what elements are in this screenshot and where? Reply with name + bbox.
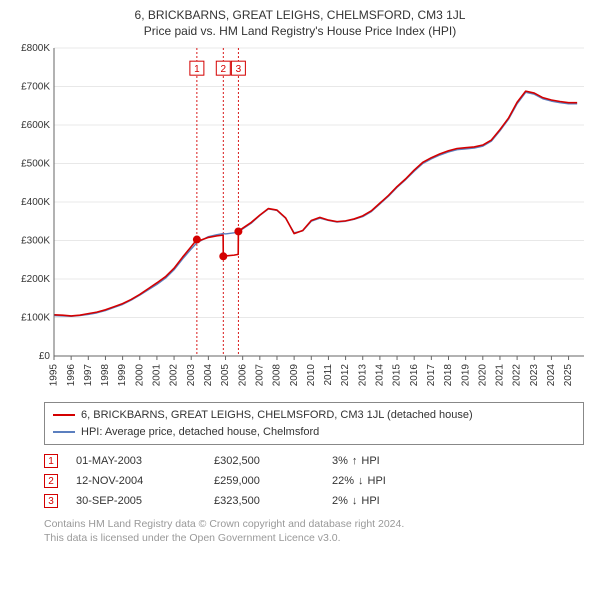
svg-text:1: 1 <box>194 64 200 75</box>
sales-date: 30-SEP-2005 <box>76 495 196 507</box>
svg-text:3: 3 <box>236 64 242 75</box>
legend-item: HPI: Average price, detached house, Chel… <box>53 424 575 441</box>
svg-text:£800K: £800K <box>21 44 50 54</box>
svg-text:2025: 2025 <box>563 364 574 387</box>
sales-price: £259,000 <box>214 475 314 487</box>
chart-svg: £0 £100K £200K £300K £400K £500K £600K £700K £80… <box>10 44 590 396</box>
svg-text:2000: 2000 <box>134 364 145 387</box>
legend-item: 6, BRICKBARNS, GREAT LEIGHS, CHELMSFORD,… <box>53 407 575 424</box>
svg-text:1997: 1997 <box>83 364 94 387</box>
svg-text:2016: 2016 <box>409 364 420 387</box>
svg-text:2018: 2018 <box>443 364 454 387</box>
attribution-line1: Contains HM Land Registry data © Crown c… <box>44 517 590 531</box>
svg-text:2: 2 <box>221 64 227 75</box>
svg-text:2005: 2005 <box>220 364 231 387</box>
svg-text:£600K: £600K <box>21 120 50 131</box>
svg-text:2022: 2022 <box>512 364 523 387</box>
sales-price: £302,500 <box>214 455 314 467</box>
svg-text:£300K: £300K <box>21 236 50 247</box>
sales-delta-ref: HPI <box>361 455 379 467</box>
svg-text:1999: 1999 <box>117 364 128 387</box>
attribution: Contains HM Land Registry data © Crown c… <box>44 517 590 545</box>
svg-text:2008: 2008 <box>272 364 283 387</box>
sales-delta-ref: HPI <box>368 475 386 487</box>
svg-text:2013: 2013 <box>357 364 368 387</box>
chart-subtitle: Price paid vs. HM Land Registry's House … <box>10 24 590 38</box>
sales-delta-pct: 3% <box>332 455 348 467</box>
sales-delta-arrow-icon: ↓ <box>358 475 364 487</box>
svg-text:2006: 2006 <box>237 364 248 387</box>
sales-delta-arrow-icon: ↑ <box>352 455 358 467</box>
svg-text:2024: 2024 <box>546 364 557 387</box>
svg-text:£400K: £400K <box>21 197 50 208</box>
svg-text:£700K: £700K <box>21 82 50 93</box>
svg-text:£100K: £100K <box>21 313 50 324</box>
sales-date: 01-MAY-2003 <box>76 455 196 467</box>
chart-title: 6, BRICKBARNS, GREAT LEIGHS, CHELMSFORD,… <box>10 8 590 22</box>
svg-text:2010: 2010 <box>306 364 317 387</box>
legend-label: HPI: Average price, detached house, Chel… <box>81 424 319 441</box>
svg-text:2019: 2019 <box>460 364 471 387</box>
svg-text:2009: 2009 <box>289 364 300 387</box>
svg-text:2020: 2020 <box>477 364 488 387</box>
chart-plot: £0 £100K £200K £300K £400K £500K £600K £700K £80… <box>10 44 590 396</box>
sales-row: 3 30-SEP-2005 £323,500 2% ↓HPI <box>44 491 584 511</box>
sales-date: 12-NOV-2004 <box>76 475 196 487</box>
sales-row: 2 12-NOV-2004 £259,000 22% ↓ HPI <box>44 471 584 491</box>
svg-text:2007: 2007 <box>254 364 265 387</box>
sales-delta-pct: 22% <box>332 475 354 487</box>
legend-label: 6, BRICKBARNS, GREAT LEIGHS, CHELMSFORD,… <box>81 407 473 424</box>
svg-text:2015: 2015 <box>392 364 403 387</box>
sales-num-badge: 2 <box>44 474 58 488</box>
sales-num-badge: 1 <box>44 454 58 468</box>
svg-text:2023: 2023 <box>529 364 540 387</box>
svg-text:2021: 2021 <box>495 364 506 387</box>
sales-delta-arrow-icon: ↓ <box>352 495 358 507</box>
sales-table: 101-MAY-2003£302,5003%↑HPI212-NOV-2004£2… <box>44 451 584 511</box>
svg-text:2011: 2011 <box>323 364 334 386</box>
sales-delta: 3% ↑HPI <box>332 455 452 467</box>
sales-num-badge: 3 <box>44 494 58 508</box>
chart-container: 6, BRICKBARNS, GREAT LEIGHS, CHELMSFORD,… <box>0 0 600 551</box>
svg-text:2017: 2017 <box>426 364 437 387</box>
legend-swatch <box>53 414 75 416</box>
svg-text:1998: 1998 <box>100 364 111 387</box>
svg-text:2001: 2001 <box>152 364 163 387</box>
svg-text:2003: 2003 <box>186 364 197 387</box>
sales-row: 1 01-MAY-2003 £302,500 3% ↑HPI <box>44 451 584 471</box>
svg-text:2012: 2012 <box>340 364 351 387</box>
sales-price: £323,500 <box>214 495 314 507</box>
svg-text:2004: 2004 <box>203 364 214 387</box>
sales-delta: 2% ↓HPI <box>332 495 452 507</box>
legend: 6, BRICKBARNS, GREAT LEIGHS, CHELMSFORD,… <box>44 402 584 445</box>
legend-swatch <box>53 431 75 433</box>
attribution-line2: This data is licensed under the Open Gov… <box>44 531 590 545</box>
svg-text:£200K: £200K <box>21 274 50 285</box>
svg-text:£0: £0 <box>39 351 51 362</box>
svg-text:1995: 1995 <box>49 364 60 387</box>
svg-text:1996: 1996 <box>66 364 77 387</box>
sales-delta-pct: 2% <box>332 495 348 507</box>
svg-text:2014: 2014 <box>375 364 386 387</box>
sales-delta: 22% ↓ HPI <box>332 475 452 487</box>
svg-text:£500K: £500K <box>21 159 50 170</box>
sales-delta-ref: HPI <box>361 495 379 507</box>
svg-text:2002: 2002 <box>169 364 180 387</box>
